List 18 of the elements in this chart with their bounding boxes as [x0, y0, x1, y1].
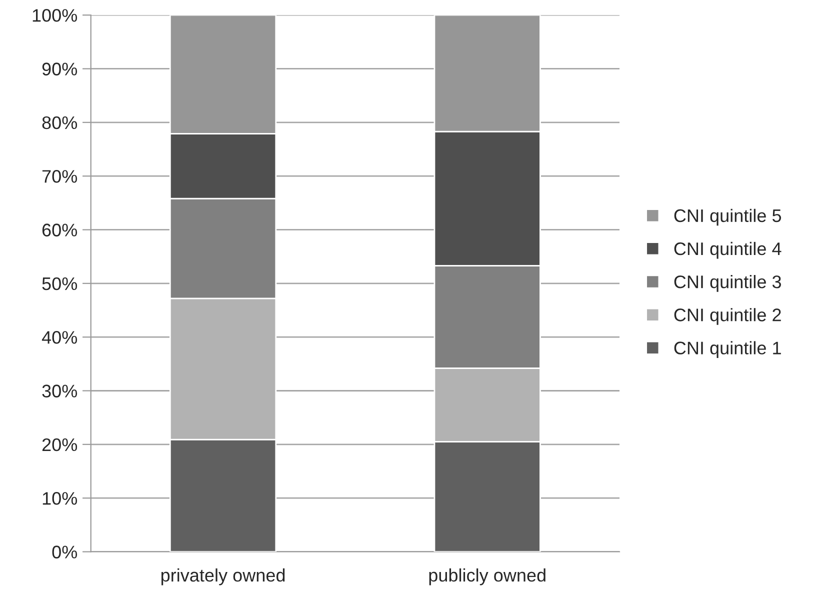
legend-label: CNI quintile 4	[674, 242, 782, 259]
legend-label: CNI quintile 3	[674, 274, 781, 292]
y-tick-label: 80%	[42, 116, 78, 130]
y-tick-label: 30%	[42, 384, 78, 398]
y-tick-label: 60%	[42, 224, 78, 236]
x-tick-label: privately owned	[161, 568, 285, 586]
legend-label: CNI quintile 5	[674, 208, 782, 226]
y-tick-label: 0%	[52, 546, 78, 558]
y-tick-label: 100%	[32, 9, 78, 22]
x-tick-label: publicly owned	[429, 568, 546, 586]
legend-label: CNI quintile 2	[674, 308, 781, 325]
y-tick-label: 70%	[42, 170, 78, 183]
legend-label: CNI quintile 1	[674, 341, 781, 358]
y-tick-label: 20%	[42, 438, 78, 452]
y-tick-label: 40%	[42, 331, 78, 344]
y-tick-label: 50%	[42, 277, 78, 290]
y-tick-label: 10%	[42, 492, 78, 505]
y-tick-label: 90%	[42, 62, 78, 76]
